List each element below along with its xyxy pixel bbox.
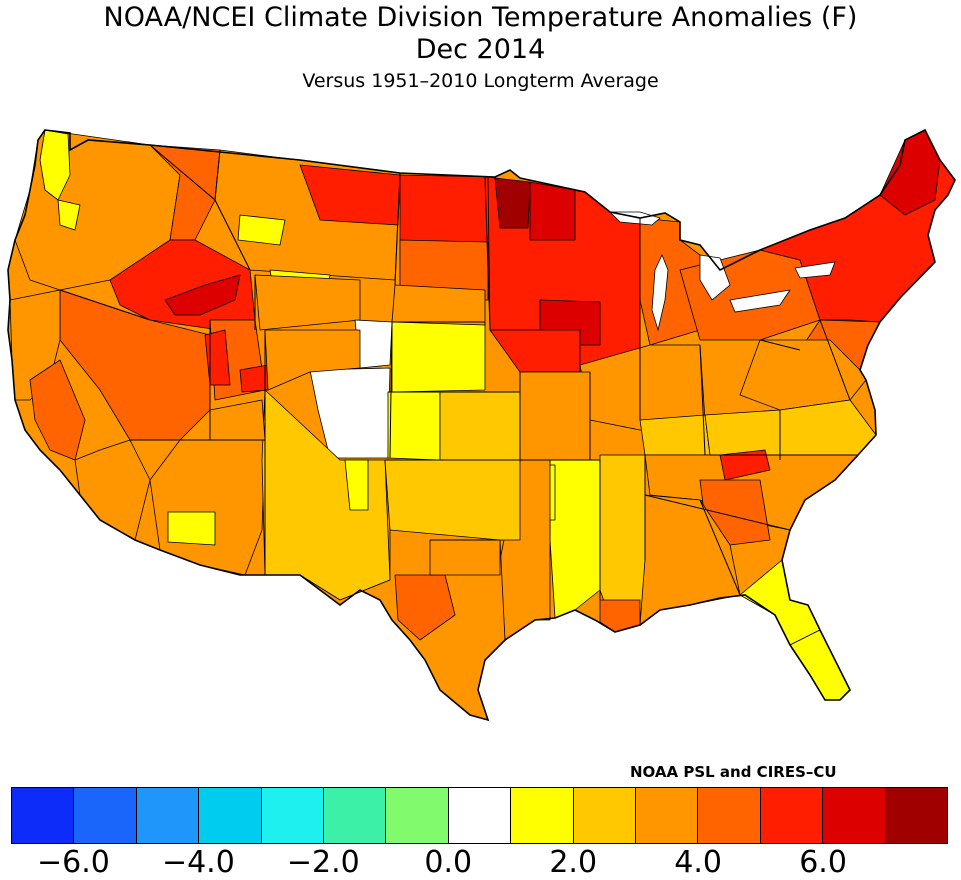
legend-swatch (823, 788, 886, 843)
climate-division (149, 439, 266, 576)
great-lake (699, 254, 731, 301)
legend-swatch (74, 788, 137, 843)
state-boundary (819, 319, 851, 401)
climate-division (344, 459, 369, 511)
climate-division (391, 284, 486, 326)
climate-division (387, 391, 441, 461)
great-lake (729, 289, 791, 313)
state-boundary (59, 289, 151, 321)
state-boundary (214, 149, 221, 201)
legend-tick-label: −6.0 (37, 845, 110, 880)
great-lake (794, 261, 836, 279)
climate-division-regions (7, 129, 956, 721)
legend-swatch (636, 788, 699, 843)
legend-tick-label: −4.0 (161, 845, 235, 880)
climate-division (254, 274, 361, 331)
legend-tick-label: 4.0 (674, 845, 722, 880)
climate-division (519, 371, 591, 461)
state-boundary (699, 499, 741, 596)
climate-division (789, 629, 851, 701)
legend-tick-label: 2.0 (549, 845, 598, 880)
legend-swatch (448, 788, 512, 843)
climate-division (391, 319, 486, 393)
legend-swatch (760, 788, 824, 843)
climate-division (204, 329, 231, 386)
climate-division (429, 539, 501, 576)
great-lake (651, 253, 669, 332)
state-boundary (484, 176, 491, 331)
legend-swatch (698, 788, 761, 843)
legend-tick-label: 6.0 (799, 845, 847, 880)
climate-division (354, 319, 393, 369)
climate-division (384, 459, 521, 541)
map-title: NOAA/NCEI Climate Division Temperature A… (103, 2, 858, 33)
legend-swatch (199, 788, 262, 843)
state-boundary (644, 494, 791, 531)
state-boundary (394, 172, 401, 286)
us-outline (7, 128, 956, 722)
state-boundary (389, 321, 393, 459)
climate-division (529, 181, 576, 241)
legend-swatch (885, 788, 948, 843)
legend-tick-label: −2.0 (286, 845, 360, 880)
color-legend (11, 787, 948, 844)
climate-division (439, 391, 521, 461)
legend-tick-label: 0.0 (424, 845, 473, 880)
climate-division (57, 199, 81, 231)
climate-division (309, 367, 391, 459)
credit-text: NOAA PSL and CIRES–CU (630, 763, 837, 781)
climate-division (167, 511, 216, 546)
climate-division (549, 459, 601, 619)
climate-division (164, 274, 241, 316)
climate-division (237, 214, 286, 246)
legend-swatch (511, 788, 574, 843)
climate-division (399, 239, 489, 301)
climate-division (239, 364, 269, 393)
legend-swatch (12, 788, 75, 843)
state-boundary (699, 344, 706, 456)
state-boundary (759, 339, 801, 351)
climate-division (719, 449, 771, 481)
map-date: Dec 2014 (415, 34, 546, 65)
legend-swatch (324, 788, 387, 843)
climate-division (264, 329, 361, 391)
legend-swatch (136, 788, 200, 843)
state-boundaries (59, 139, 858, 600)
map-baseline: Versus 1951–2010 Longterm Average (302, 70, 659, 92)
legend-swatch (573, 788, 637, 843)
climate-division (639, 414, 711, 456)
legend-swatch (261, 788, 325, 843)
climate-division (494, 177, 531, 229)
legend-swatch (386, 788, 449, 843)
